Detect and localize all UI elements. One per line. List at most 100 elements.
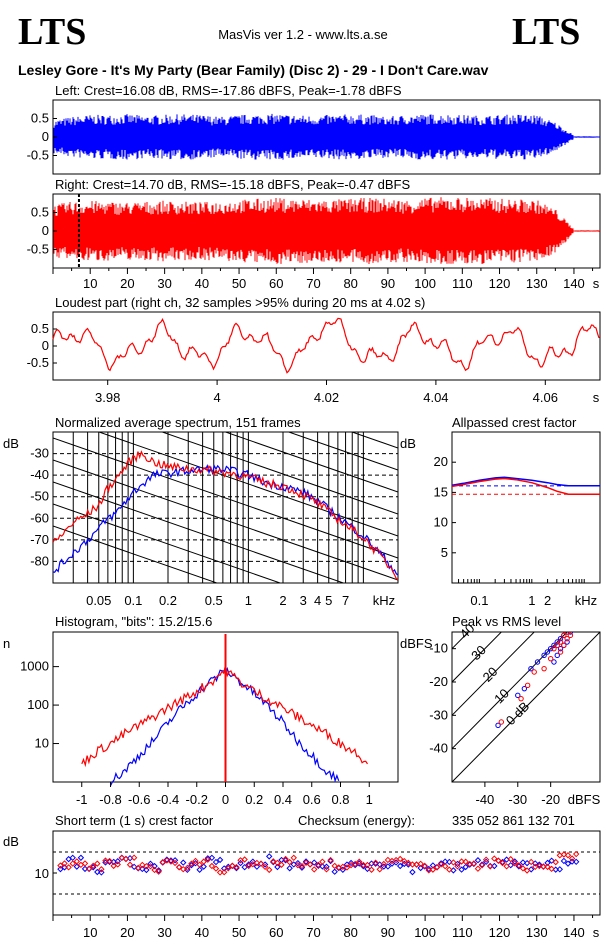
right-waveform-xtick-label: 120	[489, 276, 511, 291]
right-waveform-xtick-label: 110	[452, 276, 473, 291]
loudest-xtick-label: 3.98	[95, 390, 120, 405]
peak-rms-point-0	[544, 649, 551, 655]
short-term-point-0	[237, 859, 244, 867]
peak-rms-xtick-label: -20	[541, 792, 560, 807]
short-term-point-1	[257, 860, 265, 867]
peak-rms-point-0	[541, 652, 547, 659]
short-term-point-1	[282, 855, 289, 863]
loudest-xtick-label: 4	[213, 390, 220, 405]
peak-rms-point-1	[547, 655, 554, 662]
short-term-point-1	[478, 862, 486, 869]
histogram-xtick-label: 0	[222, 792, 229, 807]
short-term-point-1	[487, 863, 494, 870]
short-term-point-1	[192, 857, 199, 865]
peak-rms-point-0	[554, 639, 560, 645]
loudest-xtick-label: 4.04	[423, 390, 448, 405]
short-term-point-1	[343, 864, 351, 871]
short-term-point-0	[384, 863, 392, 870]
right-waveform-title: Right: Crest=14.70 dB, RMS=-15.18 dBFS, …	[55, 177, 410, 192]
short-term-xtick-label: 130	[526, 925, 548, 940]
short-term-point-1	[139, 861, 146, 869]
short-term-point-1	[552, 858, 559, 866]
short-term-point-0	[474, 857, 482, 864]
peak-rms-point-1	[564, 635, 570, 642]
track-title: Lesley Gore - It's My Party (Bear Family…	[18, 62, 489, 78]
crest-xtick-label: 0.1	[470, 593, 488, 608]
short-term-point-1	[175, 864, 183, 871]
peak-rms-point-0	[521, 685, 528, 692]
short-term-point-1	[458, 858, 465, 865]
short-term-point-1	[527, 858, 535, 866]
short-term-point-1	[548, 865, 555, 873]
spectrum-ytick-label: -60	[30, 510, 49, 525]
short-term-point-0	[200, 863, 207, 870]
short-term-point-1	[159, 858, 166, 866]
short-term-point-0	[364, 865, 371, 873]
short-term-point-1	[220, 868, 228, 876]
left-waveform-ytick-label: 0	[42, 129, 49, 144]
peak-rms-point-1	[557, 649, 564, 655]
left-waveform-ytick-label: -0.5	[27, 148, 49, 163]
loudest-xtick-label: 4.06	[533, 390, 558, 405]
short-term-point-0	[409, 868, 416, 876]
histogram-xtick-label: 0.2	[245, 792, 263, 807]
peak-rms-diag-label: 0 dB	[503, 699, 533, 729]
spectrum-xtick-label: 0.2	[159, 593, 177, 608]
short-term-point-1	[380, 860, 388, 868]
short-term-xtick-label: 100	[414, 925, 436, 940]
short-term-point-1	[200, 858, 207, 865]
short-term-point-1	[241, 856, 248, 863]
short-term-frame	[52, 830, 601, 916]
short-term-point-1	[69, 860, 76, 867]
crest-xunit: kHz	[575, 593, 597, 608]
histogram-ytick-label: 1000	[20, 659, 49, 674]
peak-rms-point-1	[571, 626, 575, 630]
crest-ytick-label: 10	[434, 515, 448, 530]
peak-rms-point-0	[551, 642, 557, 649]
spectrum-xtick-label: 0.5	[205, 593, 223, 608]
peak-rms-point-0	[547, 645, 554, 652]
short-term-point-1	[265, 866, 273, 874]
short-term-point-0	[286, 865, 293, 872]
spectrum-title: Normalized average spectrum, 151 frames	[55, 415, 301, 430]
spectrum-xunit: kHz	[373, 593, 395, 608]
short-term-point-1	[167, 858, 175, 865]
peak-rms-point-0	[554, 652, 560, 659]
short-term-point-0	[437, 860, 445, 867]
short-term-point-0	[507, 861, 514, 869]
short-term-point-1	[417, 860, 424, 868]
short-term-point-1	[572, 850, 580, 858]
short-term-point-0	[446, 858, 453, 866]
short-term-point-1	[511, 860, 518, 867]
short-term-point-0	[491, 862, 498, 870]
short-term-point-1	[85, 865, 93, 872]
short-term-point-1	[499, 859, 506, 867]
peak-rms-point-1	[567, 632, 574, 639]
short-term-point-1	[196, 861, 203, 868]
short-term-point-1	[384, 856, 392, 864]
peak-rms-ytick-label: -40	[429, 741, 448, 756]
spectrum-ytick-label: -50	[30, 489, 49, 504]
spectrum-xtick-label: 2	[279, 593, 286, 608]
peak-rms-point-0	[515, 692, 521, 699]
short-term-point-1	[171, 859, 179, 867]
checksum-value: 335 052 861 132 701	[452, 813, 575, 828]
short-term-point-0	[143, 866, 150, 874]
short-term-point-1	[294, 862, 302, 869]
short-term-point-1	[102, 857, 109, 864]
short-term-point-1	[323, 866, 330, 873]
short-term-point-1	[409, 861, 416, 868]
spectrum-slope	[53, 481, 345, 583]
short-term-xtick-label: 40	[195, 925, 209, 940]
short-term-point-1	[298, 862, 306, 870]
spectrum-grid	[53, 432, 398, 583]
peak-rms-point-1	[554, 642, 560, 649]
right-waveform-xtick-label: 140	[563, 276, 585, 291]
loudest-xunit: s	[593, 390, 600, 405]
short-term-point-1	[114, 861, 121, 868]
short-term-point-1	[184, 864, 191, 872]
short-term-point-1	[106, 857, 113, 865]
short-term-xtick-label: 20	[120, 925, 134, 940]
crest-ytick-label: 20	[434, 454, 448, 469]
